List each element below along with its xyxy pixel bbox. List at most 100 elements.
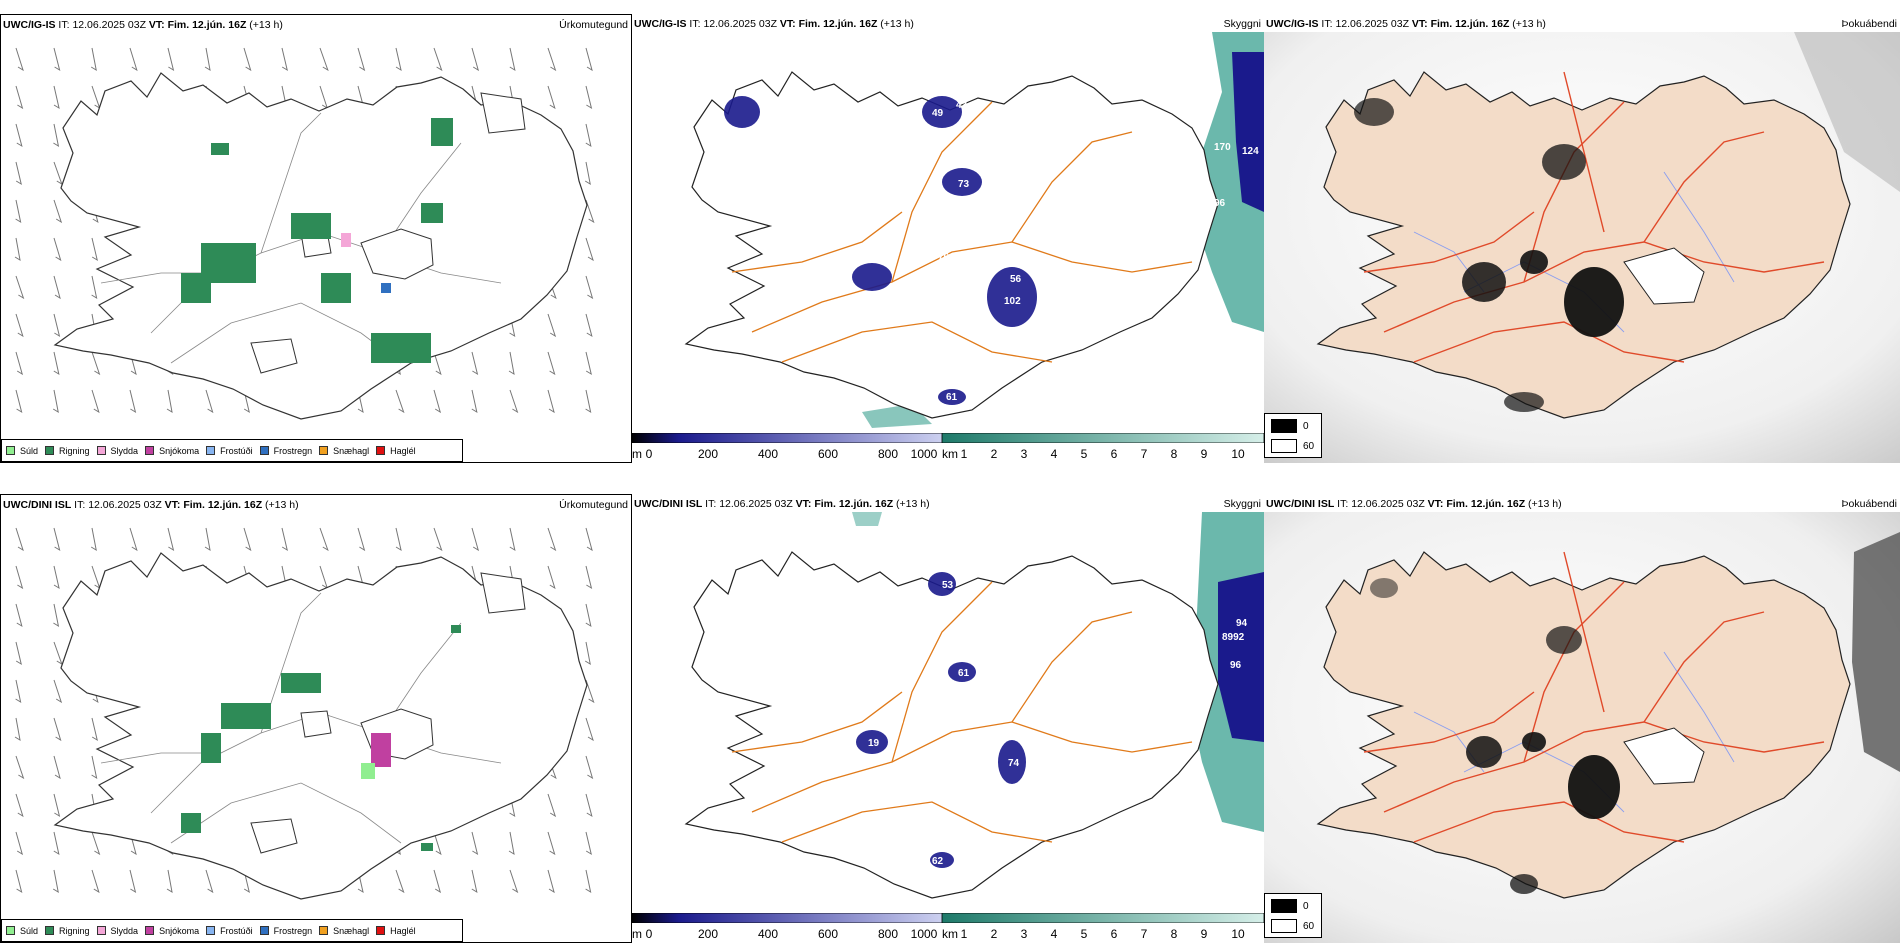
ceiling-tick: 1000	[910, 447, 938, 461]
visibility-tick: 5	[1080, 447, 1088, 461]
ceiling-tick: 600	[817, 927, 839, 941]
legend-swatch	[376, 926, 386, 935]
svg-text:96: 96	[1214, 198, 1226, 209]
legend-swatch	[259, 446, 269, 455]
visibility-unit: km	[942, 447, 958, 461]
legend-item: Frostúði	[206, 446, 253, 456]
ceiling-tick: 400	[757, 927, 779, 941]
legend-item: Snæhagl	[319, 446, 369, 456]
legend-swatch	[206, 926, 216, 935]
legend-swatch	[96, 926, 106, 935]
fog-panel-1: UWC/IG-IS IT: 12.06.2025 03Z VT: Fim. 12…	[1264, 14, 1900, 463]
svg-text:84: 84	[892, 716, 904, 727]
visibility-tick: 4	[1050, 447, 1058, 461]
legend-item: Haglél	[376, 926, 416, 936]
fog-legend-item: 0	[1271, 419, 1309, 433]
legend-swatch	[96, 446, 106, 455]
fog-swatch	[1271, 919, 1297, 933]
legend-item: Frostúði	[206, 926, 253, 936]
visibility-tick: 2	[990, 447, 998, 461]
ceiling-tick: 0	[645, 927, 653, 941]
ceiling-tick: 400	[757, 447, 779, 461]
visibility-tick: 10	[1231, 927, 1245, 941]
svg-text:62: 62	[932, 856, 944, 867]
svg-text:124: 124	[1242, 146, 1259, 157]
ceiling-tick: 600	[817, 447, 839, 461]
visibility-tick: 6	[1110, 927, 1118, 941]
legend-item: Rigning	[45, 446, 90, 456]
precip-map	[14, 527, 595, 900]
panel-variable: Úrkomutegund	[559, 499, 628, 511]
panel-variable: Skyggni	[1223, 18, 1261, 30]
cloudbase-panel-1: UWC/IG-IS IT: 12.06.2025 03Z VT: Fim. 12…	[632, 14, 1264, 463]
legend-item: Haglél	[376, 446, 416, 456]
legend-item: Frostregn	[259, 926, 312, 936]
legend-item: Slydda	[96, 446, 138, 456]
svg-text:102: 102	[1004, 296, 1021, 307]
visibility-tick: 1	[960, 447, 968, 461]
ceiling-tick: 1000	[910, 927, 938, 941]
svg-text:19: 19	[868, 738, 880, 749]
ceiling-colorbar-gradient	[632, 913, 942, 923]
legend-swatch	[206, 446, 216, 455]
panel-variable: Þokuábendi	[1841, 498, 1897, 510]
svg-text:96: 96	[1230, 660, 1242, 671]
visibility-tick: 7	[1140, 927, 1148, 941]
fog-legend: 0 60	[1264, 413, 1322, 458]
legend-swatch	[259, 926, 269, 935]
ceiling-tick: 800	[877, 447, 899, 461]
legend-swatch	[45, 926, 55, 935]
cloudbase-value-labels: 53 61 84 19 69 74 62 94 8992 96	[868, 580, 1248, 867]
fog-panel-2: UWC/DINI ISL IT: 12.06.2025 03Z VT: Fim.…	[1264, 494, 1900, 943]
ceiling-tick: 200	[697, 447, 719, 461]
svg-text:43: 43	[956, 100, 968, 111]
fog-swatch	[1271, 439, 1297, 453]
panel-variable: Úrkomutegund	[559, 19, 628, 31]
cloudbase-value-labels: 49 43 73 76 56 102 61 170 124 96	[932, 100, 1259, 403]
legend-item: Snjókoma	[145, 446, 199, 456]
fog-swatch	[1271, 419, 1297, 433]
precip-legend: Súld Rigning Slydda Snjókoma Frostúði Fr…	[1, 439, 463, 462]
svg-text:49: 49	[932, 108, 944, 119]
svg-text:56: 56	[1010, 274, 1022, 285]
legend-swatch	[319, 446, 329, 455]
cloudbase-map: 49 43 73 76 56 102 61 170 124 96	[684, 32, 1264, 428]
precip-map	[14, 47, 595, 420]
legend-swatch	[6, 446, 15, 455]
visibility-tick: 3	[1020, 447, 1028, 461]
legend-item: Frostregn	[259, 446, 312, 456]
svg-text:61: 61	[958, 668, 970, 679]
ceiling-tick: 800	[877, 927, 899, 941]
legend-swatch	[376, 446, 386, 455]
visibility-colorbar: km 1 2 3 4 5 6 7 8 9 10	[942, 913, 1264, 941]
panel-variable: Skyggni	[1223, 498, 1261, 510]
panel-title: UWC/IG-IS IT: 12.06.2025 03Z VT: Fim. 12…	[3, 19, 283, 31]
ceiling-unit: m	[632, 927, 642, 941]
cloudbase-map: 53 61 84 19 69 74 62 94 8992 96	[684, 512, 1264, 899]
visibility-tick: 9	[1200, 927, 1208, 941]
fog-legend: 0 60	[1264, 893, 1322, 938]
legend-item: Snæhagl	[319, 926, 369, 936]
fog-legend-item: 60	[1271, 439, 1314, 453]
legend-item: Slydda	[96, 926, 138, 936]
svg-text:74: 74	[1008, 758, 1020, 769]
svg-text:53: 53	[942, 580, 954, 591]
svg-text:69: 69	[942, 722, 954, 733]
panel-title: UWC/IG-IS IT: 12.06.2025 03Z VT: Fim. 12…	[1266, 18, 1546, 30]
visibility-tick: 3	[1020, 927, 1028, 941]
legend-item: Súld	[6, 446, 38, 456]
legend-item: Rigning	[45, 926, 90, 936]
svg-text:76: 76	[938, 252, 950, 263]
visibility-tick: 4	[1050, 927, 1058, 941]
fog-legend-item: 0	[1271, 899, 1309, 913]
fog-map	[1264, 32, 1900, 463]
svg-text:73: 73	[958, 179, 970, 190]
legend-swatch	[45, 446, 55, 455]
panel-title: UWC/DINI ISL IT: 12.06.2025 03Z VT: Fim.…	[634, 498, 930, 510]
panel-variable: Þokuábendi	[1841, 18, 1897, 30]
visibility-tick: 1	[960, 927, 968, 941]
fog-map	[1264, 512, 1900, 943]
precip-panel-2: UWC/DINI ISL IT: 12.06.2025 03Z VT: Fim.…	[0, 494, 632, 943]
svg-text:8992: 8992	[1222, 632, 1245, 643]
legend-swatch	[319, 926, 329, 935]
